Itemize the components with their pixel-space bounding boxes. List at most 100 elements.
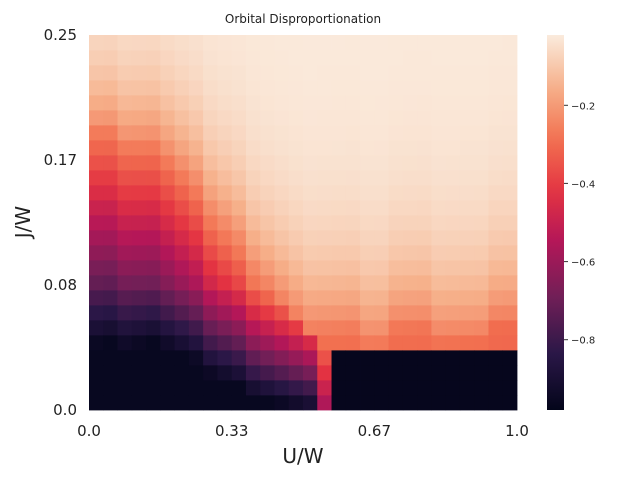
heatmap-cell [203,200,218,216]
heatmap-cell [231,170,247,186]
heatmap-cell [203,290,218,306]
heatmap-cell [417,275,432,291]
heatmap-cell [317,395,332,411]
heatmap-cell [217,350,233,366]
heatmap-cell [474,65,489,81]
heatmap-cell [245,260,261,276]
heatmap-cell [146,260,161,276]
heatmap-cell [317,65,332,81]
heatmap-cell [331,350,347,366]
heatmap-cell [103,80,118,96]
heatmap-cell [488,275,504,291]
heatmap-cell [374,185,389,201]
heatmap-cell [203,215,218,231]
heatmap-cell [245,215,261,231]
heatmap-cell [203,80,218,96]
heatmap-cell [103,95,118,111]
heatmap-cell [417,110,432,126]
heatmap-cell [274,50,290,66]
heatmap-cell [260,185,275,201]
heatmap-cell [160,155,175,171]
heatmap-cell [502,335,518,351]
heatmap-cell [402,365,418,381]
heatmap-cell [502,155,518,171]
heatmap-cell [303,380,318,396]
heatmap-cell [317,185,332,201]
heatmap-cell [146,80,161,96]
heatmap-cell [317,170,332,186]
heatmap-cell [474,350,489,366]
heatmap-cell [431,110,447,126]
heatmap-cell [245,140,261,156]
heatmap-cell [260,50,275,66]
heatmap-cell [160,125,175,141]
heatmap-cell [274,140,290,156]
heatmap-cell [274,35,290,51]
heatmap-cell [303,125,318,141]
heatmap-cell [203,35,218,51]
heatmap-cell [274,260,290,276]
heatmap-cell [203,245,218,261]
heatmap-cell [474,365,489,381]
heatmap-cell [274,95,290,111]
heatmap-cell [117,230,133,246]
heatmap-cell [431,395,447,411]
heatmap-cell [146,350,161,366]
heatmap-cell [103,50,118,66]
heatmap-cell [103,125,118,141]
heatmap-cell [488,110,504,126]
heatmap-cell [459,275,475,291]
heatmap-cell [245,95,261,111]
heatmap-cell [303,35,318,51]
heatmap-cell [260,200,275,216]
heatmap-cell [431,200,447,216]
heatmap-cell [502,185,518,201]
heatmap-cell [502,245,518,261]
heatmap-cell [345,320,361,336]
heatmap-cell [117,200,133,216]
heatmap-cell [402,245,418,261]
heatmap-cell [103,335,118,351]
heatmap-cell [488,95,504,111]
heatmap-cell [331,275,347,291]
heatmap-cell [274,380,290,396]
heatmap-cell [331,170,347,186]
heatmap-cell [188,170,204,186]
heatmap-cell [174,50,190,66]
heatmap-cell [160,275,175,291]
heatmap-cell [331,215,347,231]
heatmap-cell [417,65,432,81]
heatmap-cell [131,260,147,276]
heatmap-cell [502,275,518,291]
heatmap-cell [245,65,261,81]
heatmap-cell [303,215,318,231]
heatmap-cell [331,155,347,171]
heatmap-cell [89,275,104,291]
heatmap-cell [146,395,161,411]
heatmap-cell [245,395,261,411]
heatmap-cell [459,170,475,186]
heatmap-cell [388,245,404,261]
heatmap-cell [188,305,204,321]
heatmap-cell [374,335,389,351]
heatmap-cell [260,95,275,111]
heatmap-cell [245,125,261,141]
heatmap-cell [360,350,375,366]
colorbar [547,35,564,410]
heatmap-cell [146,140,161,156]
heatmap-cell [488,245,504,261]
heatmap-cell [260,65,275,81]
heatmap-cell [417,230,432,246]
heatmap-cell [203,305,218,321]
x-axis-ticks: 0.0 0.33 0.67 1.0 [77,422,529,440]
heatmap-cell [146,290,161,306]
heatmap-cell [245,80,261,96]
heatmap-cell [160,245,175,261]
heatmap-cell [317,380,332,396]
heatmap-cell [388,140,404,156]
heatmap-cell [89,95,104,111]
heatmap-cell [417,215,432,231]
heatmap-cell [245,170,261,186]
heatmap-cell [374,395,389,411]
heatmap-cell [89,380,104,396]
